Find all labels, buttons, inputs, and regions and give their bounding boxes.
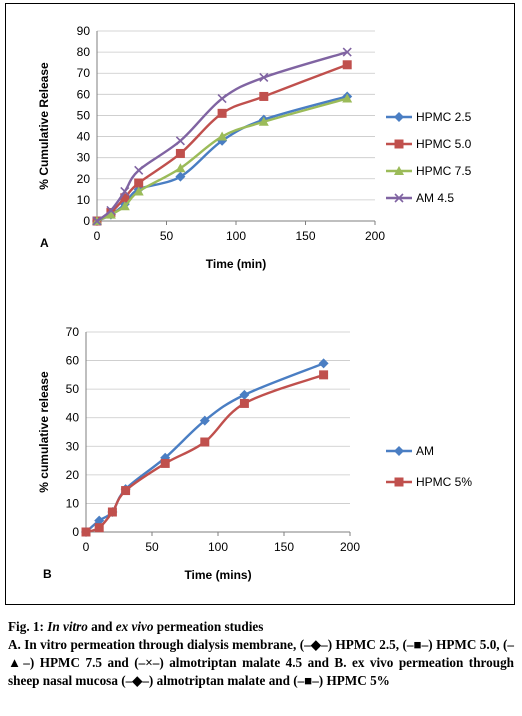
x-axis-title: Time (min) — [206, 257, 266, 271]
data-point — [92, 216, 102, 226]
caption-title-mid: and — [91, 619, 113, 634]
legend-marker — [394, 477, 404, 487]
y-tick-label: 20 — [66, 468, 80, 482]
data-point — [200, 437, 210, 447]
legend-entry: HPMC 5.0 — [416, 137, 472, 151]
legend-marker — [394, 112, 404, 122]
caption-body: A. In vitro permeation through dialysis … — [8, 637, 514, 688]
data-point — [217, 93, 227, 104]
panel-label: A — [40, 236, 49, 250]
y-tick-label: 70 — [66, 325, 80, 339]
legend-entry: HPMC 5% — [416, 475, 472, 489]
x-tick-label: 0 — [83, 540, 90, 554]
y-tick-label: 0 — [72, 525, 79, 539]
y-tick-label: 10 — [66, 496, 80, 510]
x-tick-label: 200 — [340, 540, 360, 554]
data-point — [160, 452, 171, 463]
data-point — [217, 131, 228, 141]
data-point — [199, 415, 210, 426]
series-1 — [81, 370, 329, 537]
data-point — [94, 515, 105, 526]
y-tick-label: 40 — [77, 130, 91, 144]
panel-label: B — [43, 567, 52, 581]
caption-title-end: permeation studies — [156, 619, 264, 634]
data-point — [119, 201, 130, 211]
x-tick-label: 150 — [274, 540, 294, 554]
data-point — [319, 370, 329, 380]
caption-title: Fig. 1: In vitro and ex vivo permeation … — [8, 618, 514, 636]
figure-caption: Fig. 1: In vitro and ex vivo permeation … — [8, 618, 514, 690]
y-tick-label: 60 — [77, 87, 91, 101]
y-tick-label: 80 — [77, 45, 91, 59]
y-tick-label: 60 — [66, 354, 80, 368]
data-point — [259, 72, 269, 83]
data-point — [133, 186, 144, 196]
data-point — [81, 527, 91, 537]
caption-title-italic-1: In vitro — [47, 619, 88, 634]
data-point — [258, 116, 269, 126]
data-point — [239, 389, 250, 400]
x-tick-label: 200 — [365, 229, 385, 243]
data-point — [175, 163, 186, 173]
chart-panel-b: 0 10 20 30 40 50 60 70 0 50 100 150 200 Time (mins) % … — [37, 325, 472, 582]
legend-marker — [394, 446, 404, 456]
legend-marker — [394, 193, 404, 203]
legend-entry: HPMC 7.5 — [416, 164, 472, 178]
legend-entry: AM — [416, 444, 434, 458]
x-axis-title: Time (mins) — [184, 568, 251, 582]
data-point — [134, 165, 144, 175]
data-point — [239, 398, 249, 408]
x-tick-label: 100 — [226, 229, 246, 243]
legend-marker — [394, 166, 404, 175]
data-point — [175, 136, 185, 146]
y-tick-label: 40 — [66, 411, 80, 425]
data-point — [175, 148, 185, 158]
data-point — [105, 209, 116, 219]
data-point — [106, 205, 116, 216]
x-tick-label: 150 — [295, 229, 315, 243]
y-tick-label: 30 — [77, 151, 91, 165]
data-point — [342, 60, 352, 70]
data-point — [120, 193, 130, 203]
x-tick-label: 50 — [160, 229, 174, 243]
legend-marker — [394, 139, 404, 149]
chart-panel-a: 0 10 20 30 40 50 60 70 80 90 0 50 100 150 200 Time (min… — [37, 24, 472, 271]
caption-fig-label: Fig. 1: — [8, 619, 44, 634]
y-tick-label: 70 — [77, 66, 91, 80]
data-point — [318, 358, 329, 369]
y-axis-title: % Cumulative Release — [37, 62, 51, 190]
legend-entry: HPMC 2.5 — [416, 110, 472, 124]
series-line — [85, 373, 325, 534]
x-tick-label: 100 — [208, 540, 228, 554]
y-tick-label: 50 — [66, 382, 80, 396]
data-point — [134, 178, 144, 188]
data-point — [121, 486, 131, 496]
data-point — [160, 458, 170, 468]
data-point — [120, 186, 130, 197]
y-tick-label: 0 — [83, 214, 90, 228]
data-point — [342, 93, 353, 103]
series-line — [85, 362, 325, 533]
data-point — [217, 108, 227, 118]
data-point — [175, 171, 186, 182]
data-point — [107, 507, 117, 517]
figure-frame — [5, 3, 515, 605]
caption-title-italic-2: ex vivo — [115, 619, 154, 634]
y-tick-label: 30 — [66, 439, 80, 453]
y-tick-label: 50 — [77, 108, 91, 122]
series-3 — [92, 47, 352, 226]
x-tick-label: 0 — [94, 229, 101, 243]
legend-entry: AM 4.5 — [416, 191, 454, 205]
y-tick-label: 90 — [77, 24, 91, 38]
data-point — [259, 91, 269, 101]
y-axis-title: % cumulative release — [37, 371, 51, 493]
y-tick-label: 10 — [77, 193, 91, 207]
data-point — [342, 47, 352, 57]
y-tick-label: 20 — [77, 172, 91, 186]
data-point — [94, 523, 104, 533]
x-tick-label: 50 — [145, 540, 159, 554]
